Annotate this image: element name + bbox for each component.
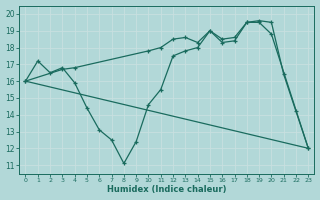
X-axis label: Humidex (Indice chaleur): Humidex (Indice chaleur) xyxy=(107,185,227,194)
